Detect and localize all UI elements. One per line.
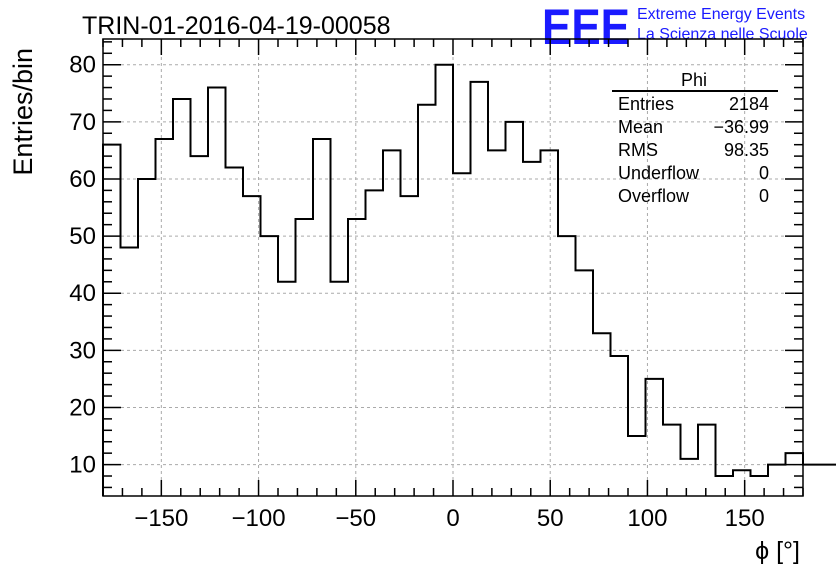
stats-box: Phi Entries 2184 Mean −36.99 RMS 98.35 Underfl… (612, 70, 778, 206)
x-tick-label: 100 (627, 505, 667, 532)
y-tick-labels: 10 20 30 40 50 60 70 80 (69, 52, 96, 479)
y-axis-label: Entries/bin (8, 48, 38, 176)
eee-logo-line1: Extreme Energy Events (637, 6, 805, 23)
y-tick-label: 40 (69, 280, 96, 307)
x-tick-label: 150 (725, 505, 765, 532)
y-tick-label: 30 (69, 337, 96, 364)
stats-row-value: 0 (759, 163, 769, 183)
y-tick-label: 60 (69, 166, 96, 193)
y-tick-label: 20 (69, 394, 96, 421)
x-tick-label: 50 (537, 505, 564, 532)
x-tick-labels: −150 −100 −50 0 50 100 150 (134, 505, 764, 532)
x-tick-label: −100 (232, 505, 286, 532)
histogram-line (102, 63, 836, 496)
eee-logo-line2: La Scienza nelle Scuole (637, 26, 808, 43)
stats-row-value: 98.35 (724, 140, 769, 160)
x-tick-label: −150 (134, 505, 188, 532)
x-tick-label: −50 (335, 505, 376, 532)
stats-row-label: Overflow (618, 186, 690, 206)
chart-title: TRIN-01-2016-04-19-00058 (82, 12, 391, 40)
y-tick-label: 80 (69, 52, 96, 79)
axis-ticks (102, 39, 804, 496)
x-axis-label: ϕ [°] (755, 537, 800, 565)
x-tick-label: 0 (446, 505, 459, 532)
y-tick-label: 10 (69, 452, 96, 479)
stats-row-value: −36.99 (713, 117, 769, 137)
eee-logo: EEE Extreme Energy Events La Scienza nel… (542, 0, 808, 55)
stats-row-value: 0 (759, 186, 769, 206)
stats-row-label: RMS (618, 140, 658, 160)
y-tick-label: 70 (69, 109, 96, 136)
stats-title: Phi (681, 70, 707, 90)
stats-row-label: Entries (618, 94, 674, 114)
y-tick-label: 50 (69, 223, 96, 250)
stats-row-label: Mean (618, 117, 663, 137)
stats-row-value: 2184 (729, 94, 769, 114)
eee-logo-mark: EEE (542, 0, 630, 55)
stats-row-label: Underflow (618, 163, 700, 183)
